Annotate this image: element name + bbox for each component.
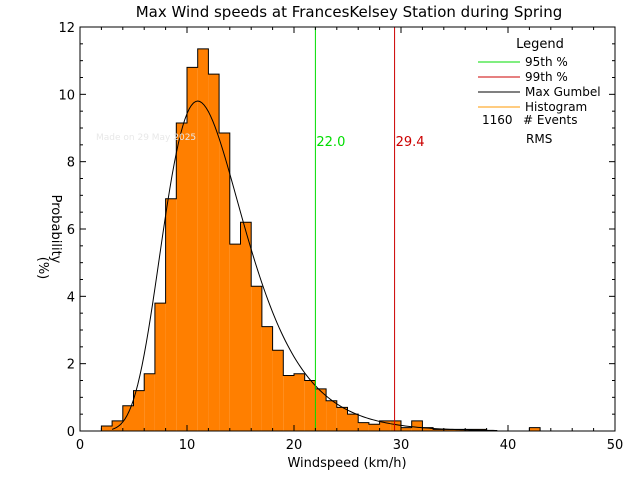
legend-entry-label: 95th % (525, 55, 568, 69)
histogram-bar (379, 420, 391, 431)
x-tick-label: 30 (393, 438, 410, 453)
y-tick-label: 2 (67, 358, 75, 373)
y-tick-label: 4 (67, 290, 75, 305)
percentile-lines: 22.0 29.4 (314, 27, 425, 431)
histogram-bar (144, 373, 155, 431)
histogram-bar (219, 133, 230, 432)
gumbel-curve-layer (111, 100, 498, 431)
y-axis-label: Probability (48, 195, 63, 264)
percentile-value-99: 29.4 (396, 135, 425, 150)
y-tick-label: 0 (67, 425, 75, 440)
histogram-bar (326, 400, 337, 431)
histogram-bar (165, 198, 177, 431)
histogram-bar (304, 380, 316, 431)
histogram-outline (100, 48, 541, 432)
histogram-bar (315, 388, 327, 431)
y-tick-label: 10 (58, 88, 75, 103)
histogram-bar (229, 244, 241, 431)
histogram-bar (261, 326, 273, 431)
legend-entry-label: Max Gumbel (525, 85, 601, 99)
histogram-bar (336, 407, 348, 431)
histogram-bar (529, 427, 541, 431)
histogram-bar (176, 122, 187, 431)
legend-title: Legend (516, 37, 564, 52)
gumbel-curve (111, 100, 498, 431)
percentile-value-95: 22.0 (316, 135, 345, 150)
y-tick-label: 8 (67, 156, 75, 171)
histogram-bar (197, 48, 209, 432)
histogram-bar (347, 414, 359, 431)
axes: 0 10 20 30 40 50 0 2 4 6 8 10 12 (58, 21, 623, 453)
histogram-bar (368, 424, 380, 431)
histogram-bar (187, 67, 198, 432)
histogram-bar (283, 375, 294, 431)
histogram-bar (154, 303, 166, 431)
histogram-bar (240, 222, 252, 431)
histogram-bar (358, 422, 369, 431)
chart-title: Max Wind speeds at FrancesKelsey Station… (136, 3, 563, 21)
y-axis-unit: (%) (35, 257, 50, 280)
histogram-bar (401, 427, 412, 431)
watermark-text: Made on 29 May 2025 (96, 133, 196, 143)
y-tick-label: 12 (58, 21, 75, 36)
histogram-bar (122, 405, 134, 431)
histogram-bar (443, 429, 455, 431)
histogram-bar (101, 425, 113, 431)
histogram-bar (433, 429, 444, 431)
histogram-bar (390, 420, 401, 431)
legend-entry-label: Histogram (525, 100, 587, 114)
x-axis-label: Windspeed (km/h) (287, 456, 406, 471)
histogram-bar (294, 373, 305, 431)
legend-rms-label: RMS (526, 132, 552, 146)
histogram-bar (112, 420, 123, 431)
x-tick-label: 40 (500, 438, 517, 453)
histogram-bar (411, 420, 423, 431)
histogram-bar (422, 427, 434, 431)
x-tick-label: 50 (607, 438, 624, 453)
y-tick-label: 6 (67, 223, 75, 238)
histogram-bar (272, 350, 284, 431)
histogram-bars (100, 48, 541, 432)
x-tick-label: 10 (179, 438, 196, 453)
x-tick-label: 0 (76, 438, 84, 453)
histogram-bar (208, 74, 220, 431)
histogram-bar (133, 390, 145, 431)
x-tick-label: 20 (286, 438, 303, 453)
legend-entry-label: 99th % (525, 70, 568, 84)
legend-events-count: 1160 (482, 113, 513, 127)
histogram-bar (251, 286, 262, 431)
legend-events-label: # Events (523, 113, 578, 127)
